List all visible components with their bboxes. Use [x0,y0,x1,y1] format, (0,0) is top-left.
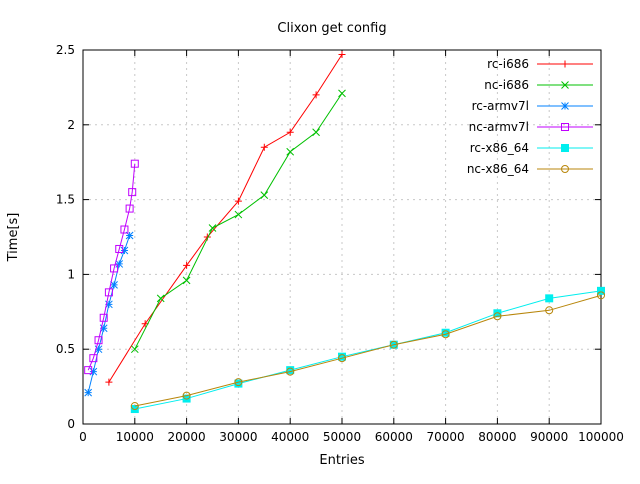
marker-cross [130,345,139,354]
series-line [134,93,343,350]
series-nc-i686 [130,89,346,354]
x-tick-label: 70000 [427,430,465,444]
marker-asterisk [110,281,118,289]
legend-label: nc-armv7l [469,120,529,134]
marker-cross [208,224,217,232]
marker-circle-open [545,306,554,315]
chart-title: Clixon get config [277,21,386,36]
marker-cross [156,294,165,303]
x-tick-label: 40000 [271,430,309,444]
series-rc-x86_64 [130,286,605,414]
marker-plus [183,261,191,269]
y-axis-label: Time[s] [6,213,21,263]
marker-square-open [115,244,124,253]
series-nc-x86_64 [130,291,605,411]
x-axis-label: Entries [319,453,365,468]
series-rc-i686 [105,50,346,386]
marker-circle-open [597,291,605,300]
marker-circle-open [561,165,569,173]
plot-area: 0 10000 20000 30000 40000 50000 60000 70000 8000… [56,43,624,444]
marker-plus [234,197,242,205]
marker-square-open [130,159,139,168]
x-tick-label: 30000 [219,430,257,444]
series-nc-armv7l [84,159,139,375]
y-tick-label: 0 [67,417,75,431]
y-tick-label: 2.5 [56,43,75,57]
marker-circle-open [234,378,243,387]
x-tick-label: 80000 [478,430,516,444]
legend-label: nc-i686 [484,78,529,92]
marker-square-open [104,288,113,297]
marker-square-open [84,366,93,375]
series-line [134,294,602,407]
series-line [108,54,343,383]
marker-square-open [110,264,119,273]
marker-cross [286,147,295,156]
marker-cross [182,276,191,285]
legend-item-nc-armv7l: nc-armv7l [469,120,593,134]
marker-square-open [89,354,98,363]
legend-label: rc-armv7l [472,99,529,113]
y-tick-label: 2 [67,118,75,132]
marker-plus [561,60,569,68]
legend-item-rc-x86_64: rc-x86_64 [470,141,593,155]
legend-label: rc-x86_64 [470,141,529,155]
marker-plus [105,378,113,386]
marker-circle-open [338,354,346,363]
marker-plus [286,128,294,136]
marker-plus [260,143,268,151]
legend-item-rc-armv7l: rc-armv7l [472,99,593,113]
marker-plus [312,91,320,99]
marker-cross [561,81,569,89]
marker-square-open [128,188,137,197]
marker-cross [260,191,269,199]
marker-circle-open [389,340,398,349]
marker-circle-open [130,402,139,411]
x-tick-label: 50000 [323,430,361,444]
marker-square-open [125,204,134,213]
legend-label: rc-i686 [487,57,529,71]
marker-asterisk [115,260,124,268]
marker-plus [338,50,346,58]
marker-asterisk [84,388,93,397]
y-tick-label: 0.5 [56,342,75,356]
marker-square-filled [561,144,569,152]
marker-cross [338,89,346,98]
x-tick-label: 10000 [116,430,154,444]
series-line [87,235,131,393]
marker-circle-open [182,391,191,400]
legend-item-nc-x86_64: nc-x86_64 [467,162,593,176]
y-tick-label: 1.5 [56,193,75,207]
marker-circle-open [441,330,450,339]
marker-square-open [99,313,108,322]
x-tick-label: 0 [79,430,87,444]
marker-asterisk [561,102,569,110]
x-tick-label: 60000 [375,430,413,444]
marker-square-open [561,123,569,131]
marker-square-open [120,225,129,234]
marker-cross [312,128,320,137]
legend: rc-i686 nc-i686 rc-armv7l nc-armv7l rc-x86_6… [467,57,593,176]
marker-square-open [94,336,103,345]
marker-circle-open [286,367,295,376]
marker-square-filled [545,294,554,303]
x-tick-label: 20000 [168,430,206,444]
legend-item-rc-i686: rc-i686 [487,57,593,71]
x-tick-label: 100000 [578,430,624,444]
y-tick-label: 1 [67,267,75,281]
x-tick-label: 90000 [530,430,568,444]
marker-cross [234,210,243,219]
legend-item-nc-i686: nc-i686 [484,78,593,92]
plot-border [82,49,602,425]
marker-square-filled [597,286,605,295]
legend-label: nc-x86_64 [467,162,529,176]
series-line [87,163,136,371]
series-line [134,290,602,410]
marker-circle-open [493,312,502,321]
